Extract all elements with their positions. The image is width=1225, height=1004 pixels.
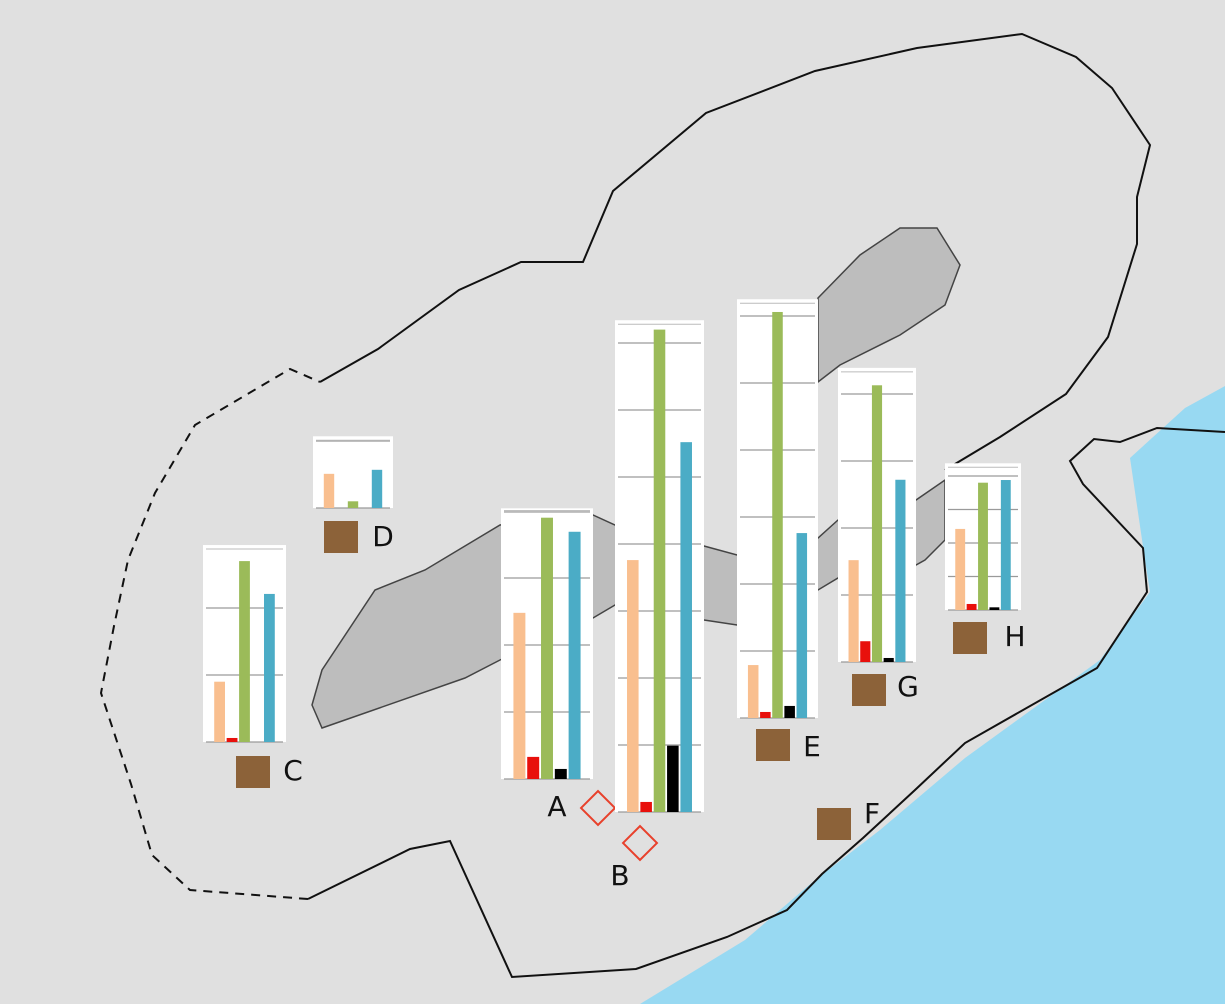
bar bbox=[371, 469, 383, 508]
bar bbox=[226, 737, 238, 742]
bar bbox=[680, 442, 692, 812]
bar bbox=[955, 528, 966, 610]
site-label: B bbox=[610, 859, 629, 892]
bar bbox=[653, 329, 666, 812]
bar bbox=[978, 482, 988, 610]
bar bbox=[966, 603, 977, 610]
sea bbox=[640, 386, 1225, 1004]
site-label: F bbox=[864, 797, 880, 830]
bar bbox=[527, 756, 540, 779]
bar bbox=[554, 768, 567, 779]
bar bbox=[772, 311, 783, 718]
bar bbox=[627, 560, 639, 812]
site-label: E bbox=[803, 730, 821, 763]
bar bbox=[796, 533, 808, 718]
site-marker bbox=[324, 521, 358, 553]
bar bbox=[1000, 480, 1011, 610]
boundary bbox=[319, 32, 1152, 471]
bar bbox=[760, 711, 771, 718]
bar bbox=[747, 665, 759, 718]
bar bbox=[848, 560, 859, 662]
bar bbox=[568, 531, 581, 779]
bar bbox=[541, 517, 553, 779]
site-label: C bbox=[283, 754, 303, 787]
bar bbox=[323, 473, 335, 508]
bar bbox=[860, 641, 871, 662]
bar bbox=[214, 681, 225, 742]
bar bbox=[883, 657, 894, 662]
basin bbox=[817, 227, 961, 384]
site-label: A bbox=[547, 790, 566, 823]
bar bbox=[513, 612, 526, 779]
bar bbox=[989, 607, 1000, 610]
site-marker bbox=[817, 808, 851, 840]
site-label: H bbox=[1004, 620, 1025, 653]
site-marker bbox=[621, 824, 659, 862]
site-label: D bbox=[372, 520, 394, 553]
bar bbox=[640, 801, 652, 812]
bar bbox=[347, 501, 359, 508]
bar bbox=[264, 593, 275, 742]
boundary bbox=[307, 426, 1225, 979]
site-marker bbox=[756, 729, 790, 761]
site-marker bbox=[953, 622, 987, 654]
bar bbox=[239, 561, 250, 742]
site-label: G bbox=[897, 670, 919, 703]
boundary-uncertain bbox=[99, 367, 321, 900]
bar bbox=[667, 745, 679, 812]
site-marker bbox=[236, 756, 270, 788]
bar bbox=[784, 705, 795, 718]
site-marker bbox=[579, 789, 617, 827]
site-marker bbox=[852, 674, 886, 706]
bar bbox=[871, 385, 883, 662]
bar bbox=[895, 479, 906, 662]
